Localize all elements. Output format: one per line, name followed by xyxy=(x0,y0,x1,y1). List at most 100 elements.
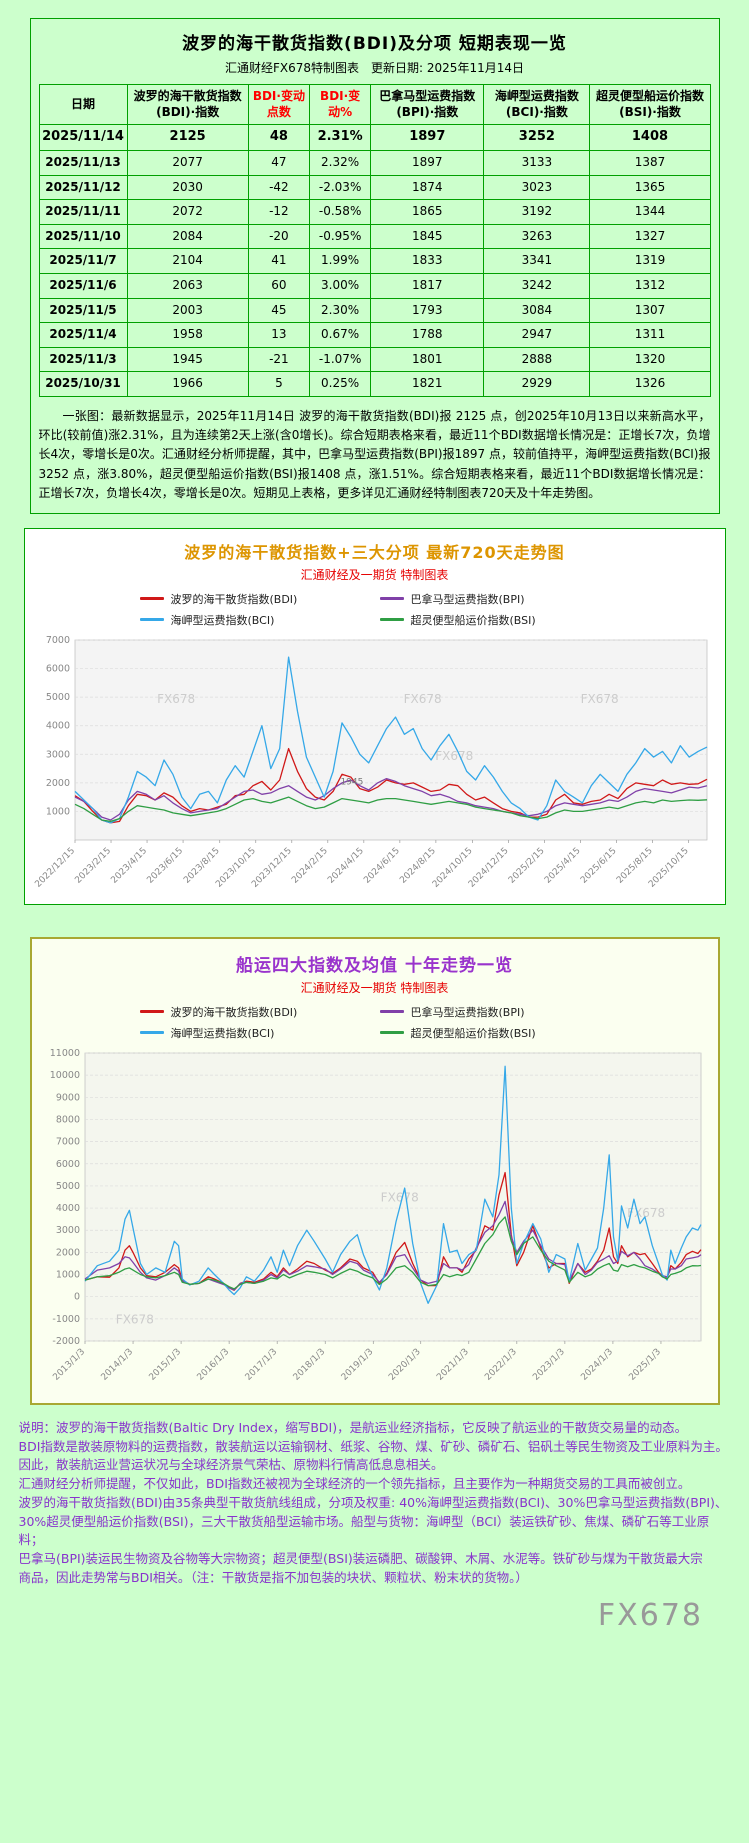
y-tick-label: 9000 xyxy=(55,1092,79,1103)
cell-value: 3341 xyxy=(483,248,591,275)
col-header-bsi-index: 超灵便型船运价指数(BSI)·指数 xyxy=(589,83,711,126)
cell-value: 48 xyxy=(247,124,311,152)
cell-value: 1897 xyxy=(370,124,485,152)
cell-value: 1817 xyxy=(370,273,485,299)
chart-10y-canvas: -2000 -1000 0 1000 2000 3000 4000 5000 6000 7000 8… xyxy=(49,1048,702,1383)
cell-value: 60 xyxy=(247,273,311,299)
legend-swatch-BSI xyxy=(379,1031,404,1035)
chart-10y-legend: 波罗的海干散货指数(BDI) 巴拿马型运费指数(BPI) 海岬型运费指数(BCI) 超… xyxy=(139,1004,610,1041)
chart-10y-section: 船运四大指数及均值 十年走势一览 汇通财经及一期货 特制图表 波罗的海干散货指数… xyxy=(29,936,720,1405)
table-body: 2025/11/14 2125 48 2.31% 1897 3252 1408 2025/11… xyxy=(38,124,711,398)
cell-value: 2947 xyxy=(483,322,591,348)
chart-watermark: FX678 xyxy=(115,1312,153,1326)
table-row: 2025/10/31 1966 5 0.25% 1821 2929 1326 xyxy=(38,371,711,398)
chart-720d-title: 波罗的海干散货指数+三大分项 最新720天走势图 xyxy=(184,542,565,562)
chart-720d-subtitle: 汇通财经及一期货 特制图表 xyxy=(300,567,449,582)
cell-value: -0.95% xyxy=(308,223,372,250)
y-tick-label: -1000 xyxy=(52,1314,80,1325)
cell-value: 1312 xyxy=(589,273,711,299)
col-header-bdi-change-pct: BDI·变动% xyxy=(308,83,372,126)
cell-date: 2025/11/5 xyxy=(38,297,128,324)
cell-date: 2025/11/13 xyxy=(38,150,128,176)
table-row: 2025/11/10 2084 -20 -0.95% 1845 3263 1327 xyxy=(38,223,711,250)
legend-label: 海岬型运费指数(BCI) xyxy=(170,1026,275,1040)
cell-value: 1365 xyxy=(589,174,711,201)
y-tick-label: 6000 xyxy=(55,1159,79,1170)
cell-value: 3192 xyxy=(483,199,591,225)
cell-date: 2025/11/14 xyxy=(38,124,128,152)
cell-value: -1.07% xyxy=(308,346,372,373)
col-header-bdi-change-points: BDI·变动点数 xyxy=(247,83,311,126)
table-header-row: 日期 波罗的海干散货指数(BDI)·指数 BDI·变动点数 BDI·变动% 巴拿… xyxy=(38,83,711,126)
legend-swatch-BPI xyxy=(379,597,404,601)
cell-value: 3023 xyxy=(483,174,591,201)
legend-label: 波罗的海干散货指数(BDI) xyxy=(170,592,298,606)
cell-value: 1874 xyxy=(370,174,485,201)
x-tick-label: 2023/4/15 xyxy=(109,846,149,886)
legend-label: 波罗的海干散货指数(BDI) xyxy=(170,1005,298,1019)
cell-value: 2077 xyxy=(126,150,249,176)
legend-item-BSI: 超灵便型船运价指数(BSI) xyxy=(379,1025,610,1041)
cell-value: 2003 xyxy=(126,297,249,324)
table-row: 2025/11/6 2063 60 3.00% 1817 3242 1312 xyxy=(38,273,711,299)
x-tick-label: 2020/1/3 xyxy=(387,1347,423,1383)
col-header-bpi-index: 巴拿马型运费指数(BPI)·指数 xyxy=(370,83,485,126)
legend-swatch-BDI xyxy=(139,1010,164,1014)
cell-value: 1821 xyxy=(370,371,485,398)
cell-date: 2025/11/12 xyxy=(38,174,128,201)
y-tick-label: 4000 xyxy=(55,1203,79,1214)
table-row: 2025/11/11 2072 -12 -0.58% 1865 3192 1344 xyxy=(38,199,711,225)
cell-value: 41 xyxy=(247,248,311,275)
x-tick-label: 2013/1/3 xyxy=(51,1347,87,1383)
table-row: 2025/11/14 2125 48 2.31% 1897 3252 1408 xyxy=(38,124,711,152)
cell-value: -21 xyxy=(247,346,311,373)
cell-value: 47 xyxy=(247,150,311,176)
cell-value: 3242 xyxy=(483,273,591,299)
x-tick-label: 2022/12/15 xyxy=(33,846,77,890)
note-line: 商品，因此走势常与BDI相关。（注：干散货是指不加包装的块状、颗粒状、粉末状的货… xyxy=(18,1569,528,1585)
cell-date: 2025/11/7 xyxy=(38,248,128,275)
table-row: 2025/11/5 2003 45 2.30% 1793 3084 1307 xyxy=(38,297,711,324)
y-tick-label: 3000 xyxy=(55,1225,79,1236)
cell-date: 2025/11/3 xyxy=(38,346,128,373)
table-row: 2025/11/12 2030 -42 -2.03% 1874 3023 1365 xyxy=(38,174,711,201)
x-tick-label: 2019/1/3 xyxy=(339,1347,375,1383)
x-tick-label: 2017/1/3 xyxy=(243,1347,279,1383)
cell-value: 1319 xyxy=(589,248,711,275)
x-tick-label: 2015/1/3 xyxy=(147,1347,183,1383)
legend-swatch-BPI xyxy=(379,1010,404,1014)
cell-value: 1845 xyxy=(370,223,485,250)
y-tick-label: 5000 xyxy=(55,1181,79,1192)
cell-value: 1833 xyxy=(370,248,485,275)
y-tick-label: 10000 xyxy=(49,1070,79,1081)
summary-paragraph: 一张图：最新数据显示，2025年11月14日 波罗的海干散货指数(BDI)报 2… xyxy=(38,409,711,500)
legend-item-BPI: 巴拿马型运费指数(BPI) xyxy=(379,591,610,607)
chart-720d-canvas: 10002000300040005000600070002022/12/1520… xyxy=(33,635,707,890)
short-term-table-section: 波罗的海干散货指数(BDI)及分项 短期表现一览 汇通财经FX678特制图表 更… xyxy=(29,18,720,514)
y-tick-label: 1000 xyxy=(55,1269,79,1280)
x-tick-label: 2025/4/15 xyxy=(543,846,583,886)
cell-value: 13 xyxy=(247,322,311,348)
y-tick-label: 7000 xyxy=(55,1137,79,1148)
y-tick-label: -2000 xyxy=(52,1336,80,1347)
note-line: 巴拿马(BPI)装运民生物资及谷物等大宗物资；超灵便型(BSI)装运磷肥、碳酸钾… xyxy=(18,1551,703,1567)
cell-date: 2025/11/10 xyxy=(38,223,128,250)
chart-720d-section: 波罗的海干散货指数+三大分项 最新720天走势图 汇通财经及一期货 特制图表 波… xyxy=(23,527,726,905)
table-row: 2025/11/4 1958 13 0.67% 1788 2947 1311 xyxy=(38,322,711,348)
legend-swatch-BCI xyxy=(139,618,164,622)
cell-value: 1327 xyxy=(589,223,711,250)
cell-value: 1966 xyxy=(126,371,249,398)
y-tick-label: 4000 xyxy=(45,721,69,732)
fx678-watermark: FX678 xyxy=(597,1597,703,1633)
legend-item-BDI: 波罗的海干散货指数(BDI) xyxy=(139,1004,370,1020)
cell-value: 2030 xyxy=(126,174,249,201)
x-tick-label: 2024/6/15 xyxy=(362,846,402,886)
note-line: 30%超灵便型船运价指数(BSI)，三大干散货船型运输市场。船型与货物：海岬型（… xyxy=(18,1513,710,1548)
x-tick-label: 2025/2/15 xyxy=(506,846,546,886)
cell-value: 2929 xyxy=(483,371,591,398)
series-line-BPI xyxy=(74,777,707,821)
x-tick-label: 2025/1/3 xyxy=(627,1347,663,1383)
cell-value: 1326 xyxy=(589,371,711,398)
cell-value: 1793 xyxy=(370,297,485,324)
cell-value: 1788 xyxy=(370,322,485,348)
